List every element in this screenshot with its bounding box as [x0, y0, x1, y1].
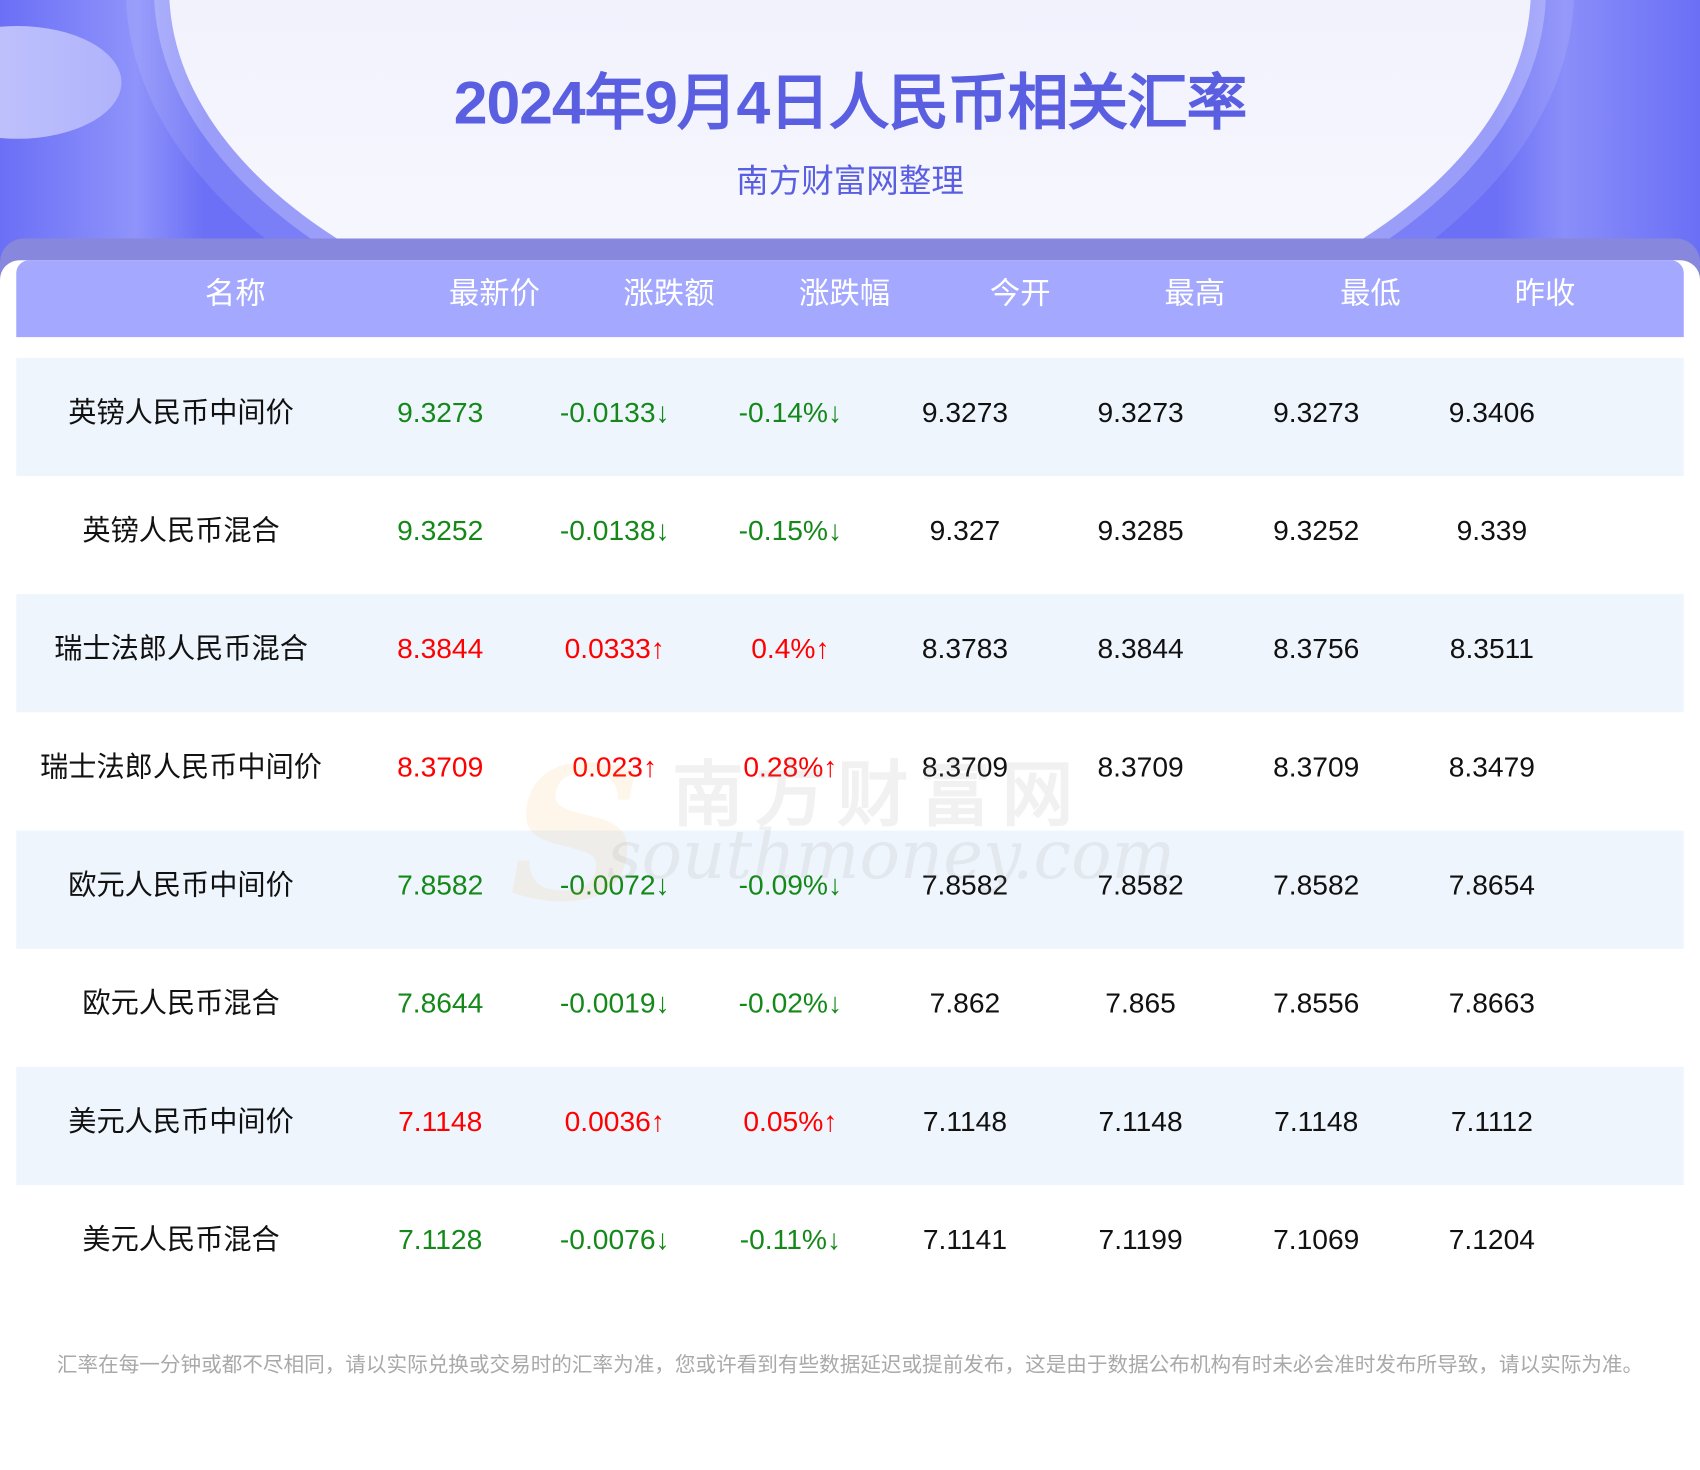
low-price: 7.8582	[1273, 868, 1360, 901]
latest-price: 7.8644	[397, 986, 484, 1020]
change-amount: -0.0019↓	[559, 986, 670, 1020]
change-percent: -0.14%↓	[738, 395, 843, 429]
table-row: 美元人民币混合 7.1128 -0.0076↓ -0.11%↓ 7.1141 7.1199…	[16, 1185, 1683, 1303]
prev-close: 8.3479	[1448, 750, 1535, 783]
column-header: 最低	[1340, 276, 1401, 311]
currency-name: 美元人民币混合	[82, 1222, 280, 1256]
latest-price: 9.3273	[397, 395, 484, 429]
high-price: 7.1148	[1098, 1104, 1183, 1138]
table-row: 英镑人民币混合 9.3252 -0.0138↓ -0.15%↓ 9.327 9.3285 9…	[16, 476, 1683, 594]
change-percent: -0.11%↓	[739, 1222, 842, 1256]
prev-close: 7.8663	[1448, 986, 1535, 1020]
low-price: 9.3252	[1273, 513, 1360, 547]
currency-name: 欧元人民币中间价	[68, 868, 294, 901]
change-amount: -0.0072↓	[559, 868, 670, 901]
open-price: 7.8582	[921, 868, 1009, 901]
change-amount: -0.0138↓	[559, 513, 670, 547]
open-price: 9.3273	[921, 395, 1009, 429]
latest-price: 8.3709	[397, 750, 484, 783]
change-amount: 0.023↑	[572, 750, 658, 783]
open-price: 8.3783	[921, 632, 1009, 665]
high-price: 7.865	[1105, 986, 1176, 1020]
prev-close: 7.8654	[1448, 868, 1535, 901]
currency-name: 瑞士法郎人民币混合	[54, 632, 308, 665]
open-price: 8.3709	[921, 750, 1009, 783]
change-percent: -0.09%↓	[738, 868, 843, 901]
latest-price: 7.1128	[398, 1222, 483, 1256]
low-price: 8.3709	[1273, 750, 1360, 783]
high-price: 9.3285	[1097, 513, 1184, 547]
table-row: 英镑人民币中间价 9.3273 -0.0133↓ -0.14%↓ 9.3273 9.327…	[16, 357, 1684, 476]
change-percent: 0.4%↑	[751, 632, 830, 665]
low-price: 8.3756	[1273, 632, 1360, 665]
high-price: 9.3273	[1097, 395, 1184, 429]
open-price: 7.1141	[922, 1222, 1008, 1256]
change-amount: 0.0333↑	[564, 632, 665, 665]
prev-close: 9.339	[1456, 513, 1528, 547]
page-title: 2024年9月4日人民币相关汇率	[453, 68, 1247, 137]
latest-price: 7.8582	[397, 868, 484, 901]
currency-name: 英镑人民币混合	[82, 513, 280, 547]
change-percent: -0.02%↓	[738, 986, 843, 1020]
change-percent: -0.15%↓	[738, 513, 843, 547]
table-row: 瑞士法郎人民币混合 8.3844 0.0333↑ 0.4%↑ 8.3783 8.3844 8…	[16, 594, 1684, 713]
column-header: 最高	[1164, 276, 1226, 311]
table-row: 欧元人民币中间价 7.8582 -0.0072↓ -0.09%↓ 7.8582 7.858…	[16, 830, 1684, 949]
currency-name: 欧元人民币混合	[82, 986, 280, 1020]
high-price: 7.8582	[1097, 868, 1184, 901]
currency-name: 瑞士法郎人民币中间价	[40, 750, 323, 783]
low-price: 9.3273	[1273, 395, 1360, 429]
column-header: 最新价	[448, 276, 540, 311]
latest-price: 7.1148	[398, 1104, 483, 1138]
prev-close: 8.3511	[1449, 632, 1534, 665]
prev-close: 7.1204	[1448, 1222, 1535, 1256]
change-percent: 0.05%↑	[743, 1104, 838, 1138]
column-header: 今开	[989, 276, 1051, 311]
currency-name: 英镑人民币中间价	[68, 395, 294, 429]
high-price: 8.3844	[1097, 632, 1184, 665]
latest-price: 9.3252	[397, 513, 484, 547]
prev-close: 9.3406	[1448, 395, 1535, 429]
low-price: 7.1069	[1273, 1222, 1360, 1256]
table-row: 美元人民币中间价 7.1148 0.0036↑ 0.05%↑ 7.1148 7.1148 7…	[16, 1066, 1684, 1186]
column-header: 涨跌幅	[799, 276, 891, 311]
low-price: 7.8556	[1273, 986, 1360, 1020]
column-header: 昨收	[1514, 276, 1576, 311]
column-header: 涨跌额	[623, 276, 715, 311]
low-price: 7.1148	[1274, 1104, 1359, 1138]
change-amount: 0.0036↑	[564, 1104, 665, 1138]
high-price: 7.1199	[1098, 1222, 1183, 1256]
open-price: 7.862	[929, 986, 1001, 1020]
change-percent: 0.28%↑	[743, 750, 838, 783]
change-amount: -0.0076↓	[559, 1222, 670, 1256]
high-price: 8.3709	[1097, 750, 1184, 783]
decorative-oval	[169, 0, 1531, 272]
disclaimer-note: 汇率在每一分钟或都不尽相同，请以实际兑换或交易时的汇率为准，您或许看到有些数据延…	[56, 1354, 1644, 1377]
column-header: 名称	[204, 276, 266, 311]
page-subtitle: 南方财富网整理	[736, 163, 964, 200]
latest-price: 8.3844	[397, 632, 484, 665]
table-header: 名称 最新价 涨跌额 涨跌幅 今开 最高 最低 昨收	[16, 260, 1684, 338]
prev-close: 7.1112	[1450, 1104, 1533, 1138]
currency-name: 美元人民币中间价	[68, 1104, 294, 1138]
hero-banner: 2024年9月4日人民币相关汇率 南方财富网整理	[0, 0, 1700, 272]
open-price: 7.1148	[922, 1104, 1008, 1138]
change-amount: -0.0133↓	[559, 395, 670, 429]
table-row: 瑞士法郎人民币中间价 8.3709 0.023↑ 0.28%↑ 8.3709 8.3709…	[16, 712, 1683, 830]
open-price: 9.327	[929, 513, 1001, 547]
table-row: 欧元人民币混合 7.8644 -0.0019↓ -0.02%↓ 7.862 7.865 7.…	[16, 949, 1683, 1067]
